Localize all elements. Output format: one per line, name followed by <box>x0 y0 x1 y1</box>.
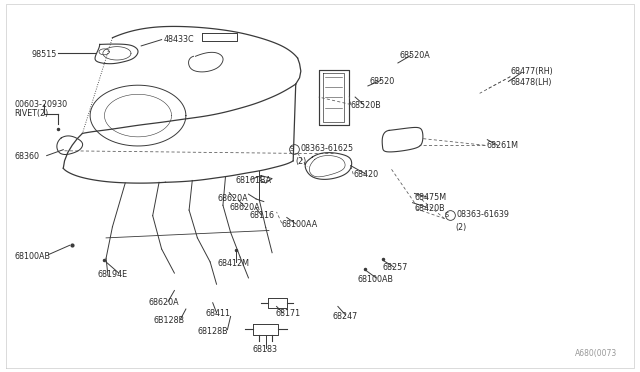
Text: 08363-61625: 08363-61625 <box>301 144 354 153</box>
Text: S: S <box>445 212 449 218</box>
Text: 68101BA: 68101BA <box>236 176 272 185</box>
Text: 68194E: 68194E <box>98 270 128 279</box>
Text: 68116: 68116 <box>250 211 275 220</box>
Text: 98515: 98515 <box>31 50 57 59</box>
Text: 08363-61639: 08363-61639 <box>456 210 509 219</box>
Text: 68100AB: 68100AB <box>357 275 393 284</box>
Text: 68520A: 68520A <box>400 51 431 60</box>
Text: 68100AB: 68100AB <box>15 252 51 261</box>
Text: 68412M: 68412M <box>218 259 250 267</box>
Text: RIVET(2): RIVET(2) <box>15 109 49 118</box>
Text: 68620A: 68620A <box>229 203 260 212</box>
Text: 68360: 68360 <box>15 152 40 161</box>
Text: A680(0073: A680(0073 <box>575 349 617 358</box>
Text: (2): (2) <box>296 157 307 166</box>
Text: 68411: 68411 <box>205 310 230 318</box>
Text: S: S <box>290 146 294 152</box>
Text: 68478(LH): 68478(LH) <box>510 78 552 87</box>
Text: 68477(RH): 68477(RH) <box>510 67 553 76</box>
Text: 68100AA: 68100AA <box>282 221 318 230</box>
Text: 68520: 68520 <box>370 77 395 86</box>
Text: 68261M: 68261M <box>486 141 518 151</box>
Text: 68257: 68257 <box>383 263 408 272</box>
Text: 48433C: 48433C <box>164 35 194 44</box>
Text: (2): (2) <box>456 223 467 232</box>
Text: 68171: 68171 <box>275 310 300 318</box>
Text: 68620A: 68620A <box>149 298 179 307</box>
Text: 00603-20930: 00603-20930 <box>15 100 68 109</box>
Text: 68128B: 68128B <box>197 327 228 336</box>
Text: 6B128B: 6B128B <box>154 316 185 325</box>
Text: 68420B: 68420B <box>415 204 445 213</box>
Text: 68520B: 68520B <box>351 101 381 110</box>
Text: 68247: 68247 <box>333 312 358 321</box>
Text: 68475M: 68475M <box>415 193 447 202</box>
Text: 68420: 68420 <box>353 170 378 179</box>
Text: 68620A: 68620A <box>218 195 248 203</box>
Text: 68183: 68183 <box>253 345 278 354</box>
